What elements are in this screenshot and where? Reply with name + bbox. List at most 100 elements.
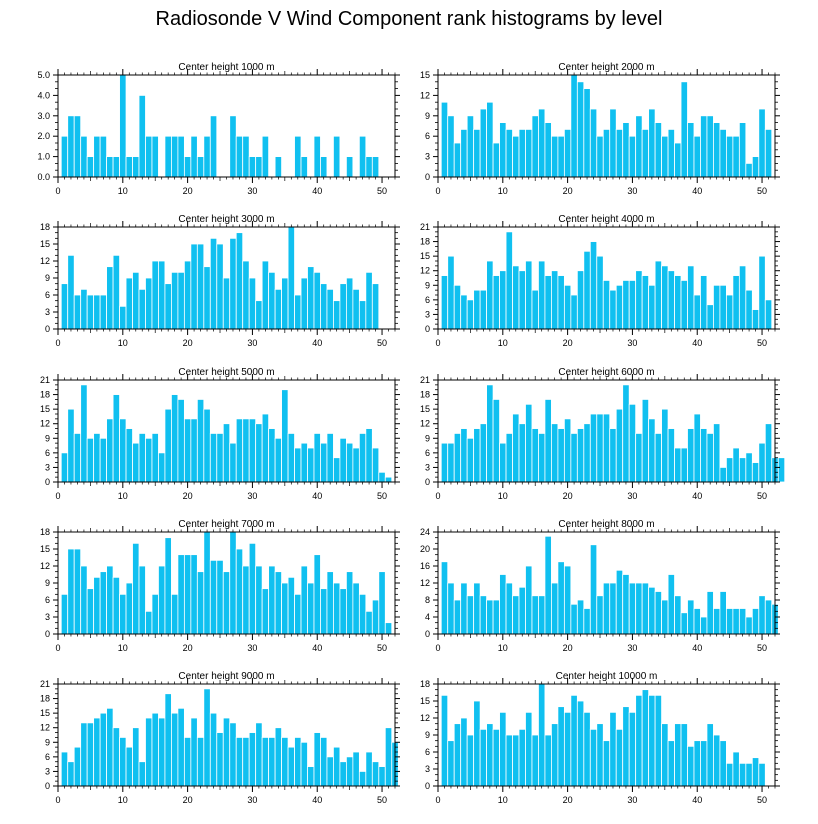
x-tick-label: 40 [692,338,702,348]
histogram-bar [255,156,263,178]
histogram-bar [596,723,604,787]
histogram-bar [706,304,714,330]
y-tick-label: 6 [45,448,50,458]
histogram-bar [93,576,101,635]
x-tick-label: 50 [377,338,387,348]
y-tick-label: 9 [45,433,50,443]
x-tick-label: 20 [563,491,573,501]
histogram-bar [106,266,114,330]
y-tick-label: 12 [40,419,50,429]
histogram-bar [693,413,701,483]
histogram-panel: Center height 4000 m 0 3 6 9 12 15 18 21 0 10 20 30 4… [420,214,780,348]
histogram-bar [693,740,701,787]
y-tick-label: 18 [420,390,430,400]
histogram-bar [719,591,727,635]
histogram-bar [235,548,244,635]
histogram-bar [345,442,354,483]
y-tick-label: 12 [40,256,50,266]
x-tick-label: 30 [627,643,637,653]
histogram-bar [235,232,244,330]
histogram-bar [281,582,289,635]
histogram-bar [609,289,617,330]
histogram-bar [654,260,662,330]
histogram-bar [86,437,95,483]
histogram-bar [751,608,760,635]
histogram-bar [453,142,462,178]
histogram-bar [505,231,513,330]
histogram-bar [700,740,708,787]
histogram-bar [492,599,500,635]
histogram-bar [473,428,481,483]
histogram-bar [725,762,734,787]
histogram-bar [164,408,172,483]
y-tick-label: 15 [420,696,430,706]
histogram-bar [687,745,695,787]
histogram-bar [60,751,69,787]
y-tick-label: 3 [425,152,430,162]
histogram-bar [138,761,146,787]
histogram-bar [460,294,468,330]
histogram-bar [268,428,276,483]
panel-title: Center height 5000 m [178,367,274,378]
histogram-bar [248,542,257,635]
histogram-bar [706,591,714,635]
histogram-bar [440,275,449,330]
histogram-bar [300,565,308,635]
y-tick-label: 9 [45,578,50,588]
histogram-bar [674,447,682,483]
histogram-bar [700,616,708,635]
histogram-bar [706,433,714,483]
histogram-bar [294,593,302,635]
histogram-bar [209,559,218,635]
histogram-bar [700,115,708,178]
histogram-bar [86,294,95,330]
x-tick-label: 50 [377,491,387,501]
y-tick-label: 9 [45,737,50,747]
histogram-bar [725,457,734,483]
histogram-bar [326,433,334,483]
histogram-bar [125,428,133,483]
histogram-bar [538,433,546,483]
x-tick-label: 50 [377,643,387,653]
histogram-bar [667,740,675,787]
y-tick-label: 12 [40,561,50,571]
histogram-bar [764,599,773,635]
histogram-bar [177,399,185,483]
y-tick-label: 0 [45,324,50,334]
histogram-bar [287,433,295,483]
histogram-bar [352,447,360,483]
histogram-bar [570,294,578,330]
histogram-bar [700,428,708,483]
y-tick-label: 3 [425,764,430,774]
histogram-bar [333,582,341,635]
histogram-bar [222,423,231,483]
histogram-bar [358,135,367,178]
histogram-bar [171,135,179,178]
histogram-bar [333,300,341,330]
histogram-bar [719,740,727,787]
histogram-bar [499,442,507,483]
histogram-bar [563,128,572,178]
histogram-bar [499,122,507,178]
histogram-bar [648,284,656,330]
histogram-bar [112,254,120,330]
histogram-bar [732,447,740,483]
histogram-bar [106,707,114,787]
x-tick-label: 50 [757,186,767,196]
histogram-bar [713,734,721,787]
histogram-bar [628,711,637,787]
histogram-bar [654,122,662,178]
histogram-bar [505,433,513,483]
histogram-bar [177,707,185,787]
histogram-bar [261,260,270,330]
histogram-bar [518,423,526,483]
histogram-bar [242,565,250,635]
histogram-bar [112,156,120,178]
histogram-bar [268,271,276,330]
histogram-bar [751,309,760,330]
histogram-bar [209,712,218,787]
x-tick-label: 40 [312,643,322,653]
histogram-bar [313,554,321,635]
histogram-bar [345,277,354,330]
histogram-bar [203,688,211,787]
